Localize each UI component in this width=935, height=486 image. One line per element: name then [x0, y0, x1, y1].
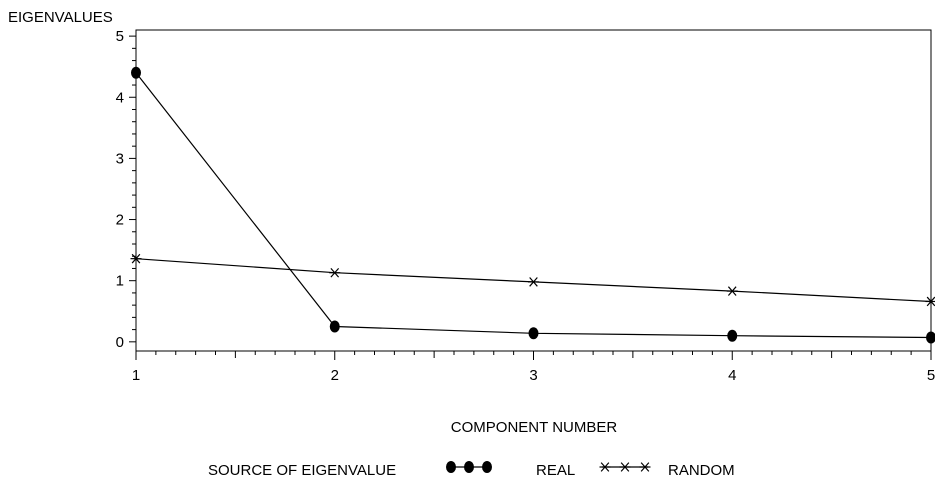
plot-frame	[135, 29, 932, 352]
y-tick-label: 2	[116, 212, 124, 229]
legend: SOURCE OF EIGENVALUE REAL RANDOM	[208, 461, 735, 479]
y-tick-label: 3	[116, 150, 124, 167]
point-random	[925, 296, 935, 307]
y-tick-label: 1	[116, 273, 124, 290]
legend-marker-real	[482, 461, 492, 473]
x-axis-title: COMPONENT NUMBER	[451, 419, 618, 436]
y-tick-label: 4	[116, 89, 124, 106]
legend-swatch-real	[446, 461, 492, 473]
x-tick-label: 5	[927, 367, 935, 384]
point-random	[528, 277, 539, 287]
legend-marker-real	[446, 461, 456, 473]
y-tick-label: 5	[116, 28, 124, 45]
x-tick-label: 1	[132, 367, 140, 384]
legend-marker-random	[599, 462, 611, 472]
legend-marker-real	[464, 461, 474, 473]
legend-swatch-random	[599, 462, 651, 472]
legend-label-random: RANDOM	[668, 462, 735, 479]
point-real	[329, 320, 340, 333]
legend-title: SOURCE OF EIGENVALUE	[208, 462, 396, 479]
point-random	[329, 267, 341, 278]
point-random	[130, 253, 142, 264]
legend-label-real: REAL	[536, 462, 575, 479]
series-line-real	[135, 72, 932, 339]
x-tick-label: 3	[529, 367, 537, 384]
y-axis: 0 1 2 3 4 5	[116, 28, 136, 351]
point-random	[726, 286, 738, 296]
legend-marker-random	[639, 462, 651, 472]
point-real	[926, 331, 935, 344]
series-layer	[130, 66, 935, 344]
point-real	[131, 66, 141, 79]
legend-marker-random	[619, 462, 631, 472]
x-axis: 1 2 3 4 5	[132, 351, 935, 384]
point-real	[528, 327, 539, 340]
x-tick-label: 4	[728, 367, 736, 384]
point-real	[727, 329, 738, 342]
y-tick-label: 0	[116, 334, 124, 351]
series-line-random	[135, 258, 932, 303]
x-tick-label: 2	[331, 367, 339, 384]
y-axis-title: EIGENVALUES	[8, 9, 113, 26]
